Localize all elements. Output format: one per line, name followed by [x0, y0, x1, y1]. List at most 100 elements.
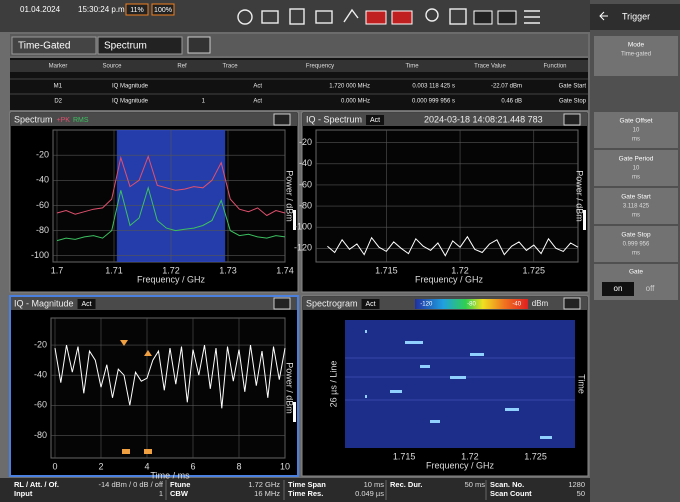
softkey-label: Gate Period: [619, 156, 654, 163]
status-value: 10 ms: [364, 480, 385, 489]
table-cell: D2: [54, 99, 62, 105]
act-label: Act: [365, 301, 375, 308]
date: 01.04.2024: [20, 5, 61, 14]
status-label: Ftune: [170, 480, 190, 489]
table-cell: Gate Stop: [559, 99, 587, 105]
y-tick-label: -100: [31, 250, 49, 260]
status-value: 0.049 µs: [355, 489, 384, 498]
toggle-off-label: off: [646, 284, 656, 293]
softkey-unit: ms: [632, 175, 640, 181]
softkey-value: 3.118 425: [623, 204, 650, 210]
status-label: Time Res.: [288, 489, 323, 498]
x-tick-label: 1.725: [524, 451, 547, 461]
scale-handle[interactable]: [583, 210, 586, 230]
signal-burst: [405, 341, 423, 344]
x-tick-label: 6: [190, 461, 195, 471]
signal-burst: [390, 390, 402, 393]
scale-handle[interactable]: [293, 402, 296, 422]
colorbar-tick-label: -120: [420, 302, 433, 308]
pane-title: IQ - Magnitude: [14, 298, 74, 308]
y-tick-label: -40: [299, 158, 312, 168]
column-header: Trace: [222, 64, 238, 70]
status-label: Scan Count: [490, 489, 532, 498]
softkey-unit: ms: [632, 137, 640, 143]
tab-label: Time-Gated: [18, 41, 70, 52]
maximize-button[interactable]: [564, 298, 580, 309]
column-header: Ref: [177, 64, 187, 70]
table-cell: 0.003 118 425 s: [412, 84, 455, 90]
status-label: Scan. No.: [490, 480, 524, 489]
softkey-label: Mode: [628, 42, 645, 49]
table-cell: M1: [54, 84, 63, 90]
y-tick-label: -20: [299, 137, 312, 147]
y-axis-label: 26 µs / Line: [328, 361, 338, 408]
signal-burst: [420, 365, 430, 368]
x-tick-label: 1.73: [219, 265, 237, 275]
pane-title: IQ - Spectrum: [306, 114, 362, 124]
x-tick-label: 10: [280, 461, 290, 471]
plot-area: [316, 130, 578, 262]
x-tick-label: 8: [236, 461, 241, 471]
status-label: CBW: [170, 489, 189, 498]
gate-marker: [144, 449, 152, 454]
maximize-button[interactable]: [274, 298, 290, 309]
x-tick-label: 0: [52, 461, 57, 471]
pane-title: Spectrogram: [306, 298, 358, 308]
fn-button[interactable]: [498, 11, 516, 24]
table-cell: IQ Magnitude: [112, 84, 149, 90]
x-axis-label: Frequency / GHz: [415, 274, 484, 284]
table-cell: 0.46 dB: [501, 99, 522, 105]
y-tick-label: -60: [299, 179, 312, 189]
status-value: -14 dBm / 0 dB / off: [99, 480, 164, 489]
y-tick-label: -80: [36, 225, 49, 235]
y2-axis-label: Time: [577, 374, 587, 394]
side-panel-title: Trigger: [622, 11, 650, 21]
x-axis-label: Time / ms: [150, 470, 190, 480]
copy-button[interactable]: [474, 11, 492, 24]
run-button[interactable]: [366, 11, 386, 24]
analyzer-ui: 01.04.202415:30:24 p.m.11%100%TriggerMod…: [0, 0, 680, 502]
maximize-button[interactable]: [274, 114, 290, 125]
y-tick-label: -20: [36, 150, 49, 160]
x-tick-label: 4: [144, 461, 149, 471]
timestamp: 2024-03-18 14:08:21.448 783: [424, 114, 543, 124]
battery-level: 11%: [130, 7, 144, 14]
column-header: Source: [102, 64, 122, 70]
single-button[interactable]: [392, 11, 412, 24]
y-tick-label: -40: [36, 175, 49, 185]
status-value: 50 ms: [465, 480, 486, 489]
x-axis-label: Frequency / GHz: [137, 274, 206, 284]
table-cell: 0.000 999 956 s: [412, 99, 455, 105]
y-tick-label: -80: [34, 430, 47, 440]
x-tick-label: 1.715: [375, 265, 398, 275]
plot-area: [51, 318, 285, 458]
x-tick-label: 1.715: [393, 451, 416, 461]
pane-title: Spectrum: [14, 114, 53, 124]
softkey-value: 10: [633, 128, 640, 134]
legend-entry: RMS: [73, 117, 89, 124]
column-header: Function: [543, 64, 566, 70]
column-header: Trace Value: [474, 64, 506, 70]
act-label: Act: [370, 117, 380, 124]
softkey-value: Time-gated: [621, 52, 651, 58]
status-label: Rec. Dur.: [390, 480, 423, 489]
y-tick-label: -60: [34, 400, 47, 410]
table-cell: IQ Magnitude: [112, 99, 149, 105]
edit-tab-button[interactable]: [188, 37, 210, 53]
x-tick-label: 2: [98, 461, 103, 471]
act-label: Act: [81, 301, 91, 308]
y-tick-label: -80: [299, 200, 312, 210]
x-tick-label: 1.74: [276, 265, 294, 275]
softkey-value: 0.999 956: [623, 242, 650, 248]
y-tick-label: -60: [36, 200, 49, 210]
signal-burst: [430, 420, 440, 423]
status-value: 16 MHz: [254, 489, 280, 498]
signal-burst: [470, 353, 484, 356]
column-header: Time: [405, 64, 419, 70]
table-cell: Act: [253, 99, 262, 105]
softkey-label: Gate Start: [621, 194, 651, 201]
maximize-button[interactable]: [564, 114, 580, 125]
softkey-unit: ms: [632, 213, 640, 219]
pane-title-bar: [11, 113, 297, 126]
column-header: Marker: [49, 64, 68, 70]
